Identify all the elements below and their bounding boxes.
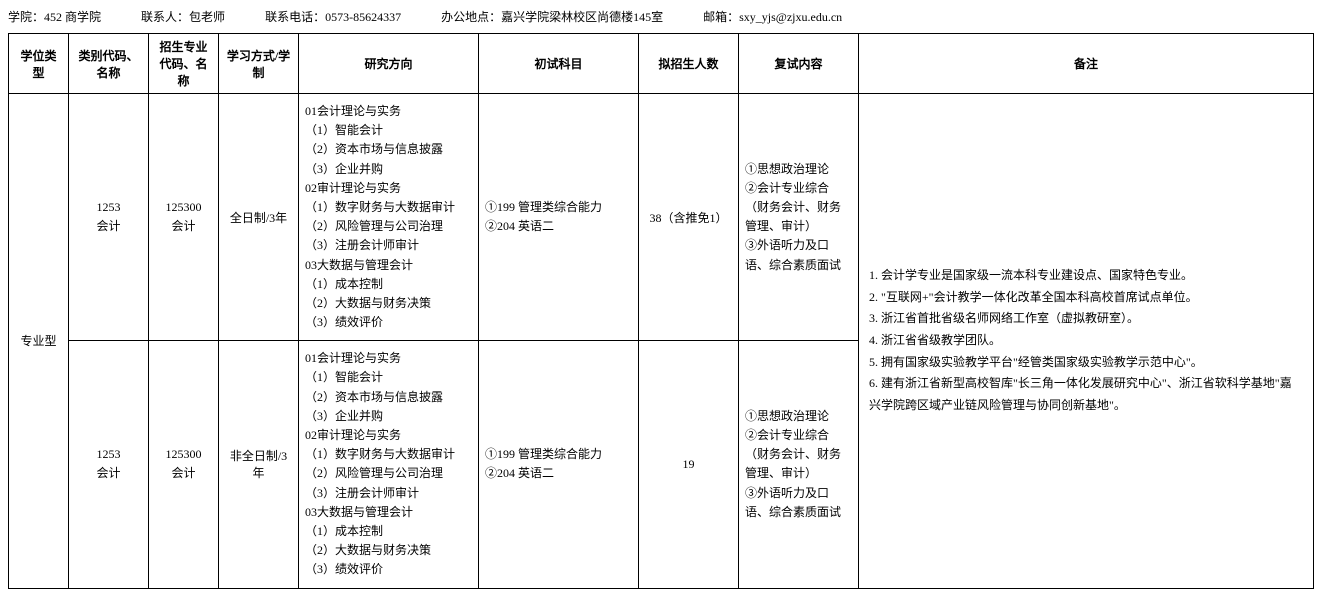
contact-person-info: 联系人：包老师 <box>141 8 225 25</box>
cell-exam-initial: ①199 管理类综合能力 ②204 英语二 <box>479 341 639 588</box>
cell-direction: 01会计理论与实务 （1）智能会计 （2）资本市场与信息披露 （3）企业并购 0… <box>299 94 479 341</box>
phone-info: 联系电话：0573-85624337 <box>265 8 401 25</box>
table-row: 专业型 1253 会计 125300 会计 全日制/3年 01会计理论与实务 （… <box>9 94 1314 341</box>
admission-table: 学位类型 类别代码、名称 招生专业代码、名称 学习方式/学制 研究方向 初试科目… <box>8 33 1314 589</box>
header-exam-initial: 初试科目 <box>479 34 639 94</box>
cell-category: 1253 会计 <box>69 94 149 341</box>
cell-direction: 01会计理论与实务 （1）智能会计 （2）资本市场与信息披露 （3）企业并购 0… <box>299 341 479 588</box>
email-info: 邮箱：sxy_yjs@zjxu.edu.cn <box>703 8 842 25</box>
college-info: 学院：452 商学院 <box>8 8 101 25</box>
cell-major: 125300 会计 <box>149 341 219 588</box>
header-info: 学院：452 商学院 联系人：包老师 联系电话：0573-85624337 办公… <box>8 8 1314 25</box>
cell-study-mode: 全日制/3年 <box>219 94 299 341</box>
header-category: 类别代码、名称 <box>69 34 149 94</box>
cell-remarks: 1. 会计学专业是国家级一流本科专业建设点、国家特色专业。 2. "互联网+"会… <box>859 94 1314 589</box>
header-major: 招生专业代码、名称 <box>149 34 219 94</box>
cell-enrollment: 19 <box>639 341 739 588</box>
header-remarks: 备注 <box>859 34 1314 94</box>
header-study-mode: 学习方式/学制 <box>219 34 299 94</box>
cell-study-mode: 非全日制/3年 <box>219 341 299 588</box>
cell-exam-initial: ①199 管理类综合能力 ②204 英语二 <box>479 94 639 341</box>
header-enrollment: 拟招生人数 <box>639 34 739 94</box>
cell-degree-type: 专业型 <box>9 94 69 589</box>
table-header-row: 学位类型 类别代码、名称 招生专业代码、名称 学习方式/学制 研究方向 初试科目… <box>9 34 1314 94</box>
cell-category: 1253 会计 <box>69 341 149 588</box>
cell-exam-retest: ①思想政治理论 ②会计专业综合 （财务会计、财务管理、审计） ③外语听力及口语、… <box>739 341 859 588</box>
header-degree-type: 学位类型 <box>9 34 69 94</box>
cell-enrollment: 38（含推免1） <box>639 94 739 341</box>
header-direction: 研究方向 <box>299 34 479 94</box>
cell-major: 125300 会计 <box>149 94 219 341</box>
header-exam-retest: 复试内容 <box>739 34 859 94</box>
cell-exam-retest: ①思想政治理论 ②会计专业综合 （财务会计、财务管理、审计） ③外语听力及口语、… <box>739 94 859 341</box>
office-info: 办公地点：嘉兴学院梁林校区尚德楼145室 <box>441 8 663 25</box>
